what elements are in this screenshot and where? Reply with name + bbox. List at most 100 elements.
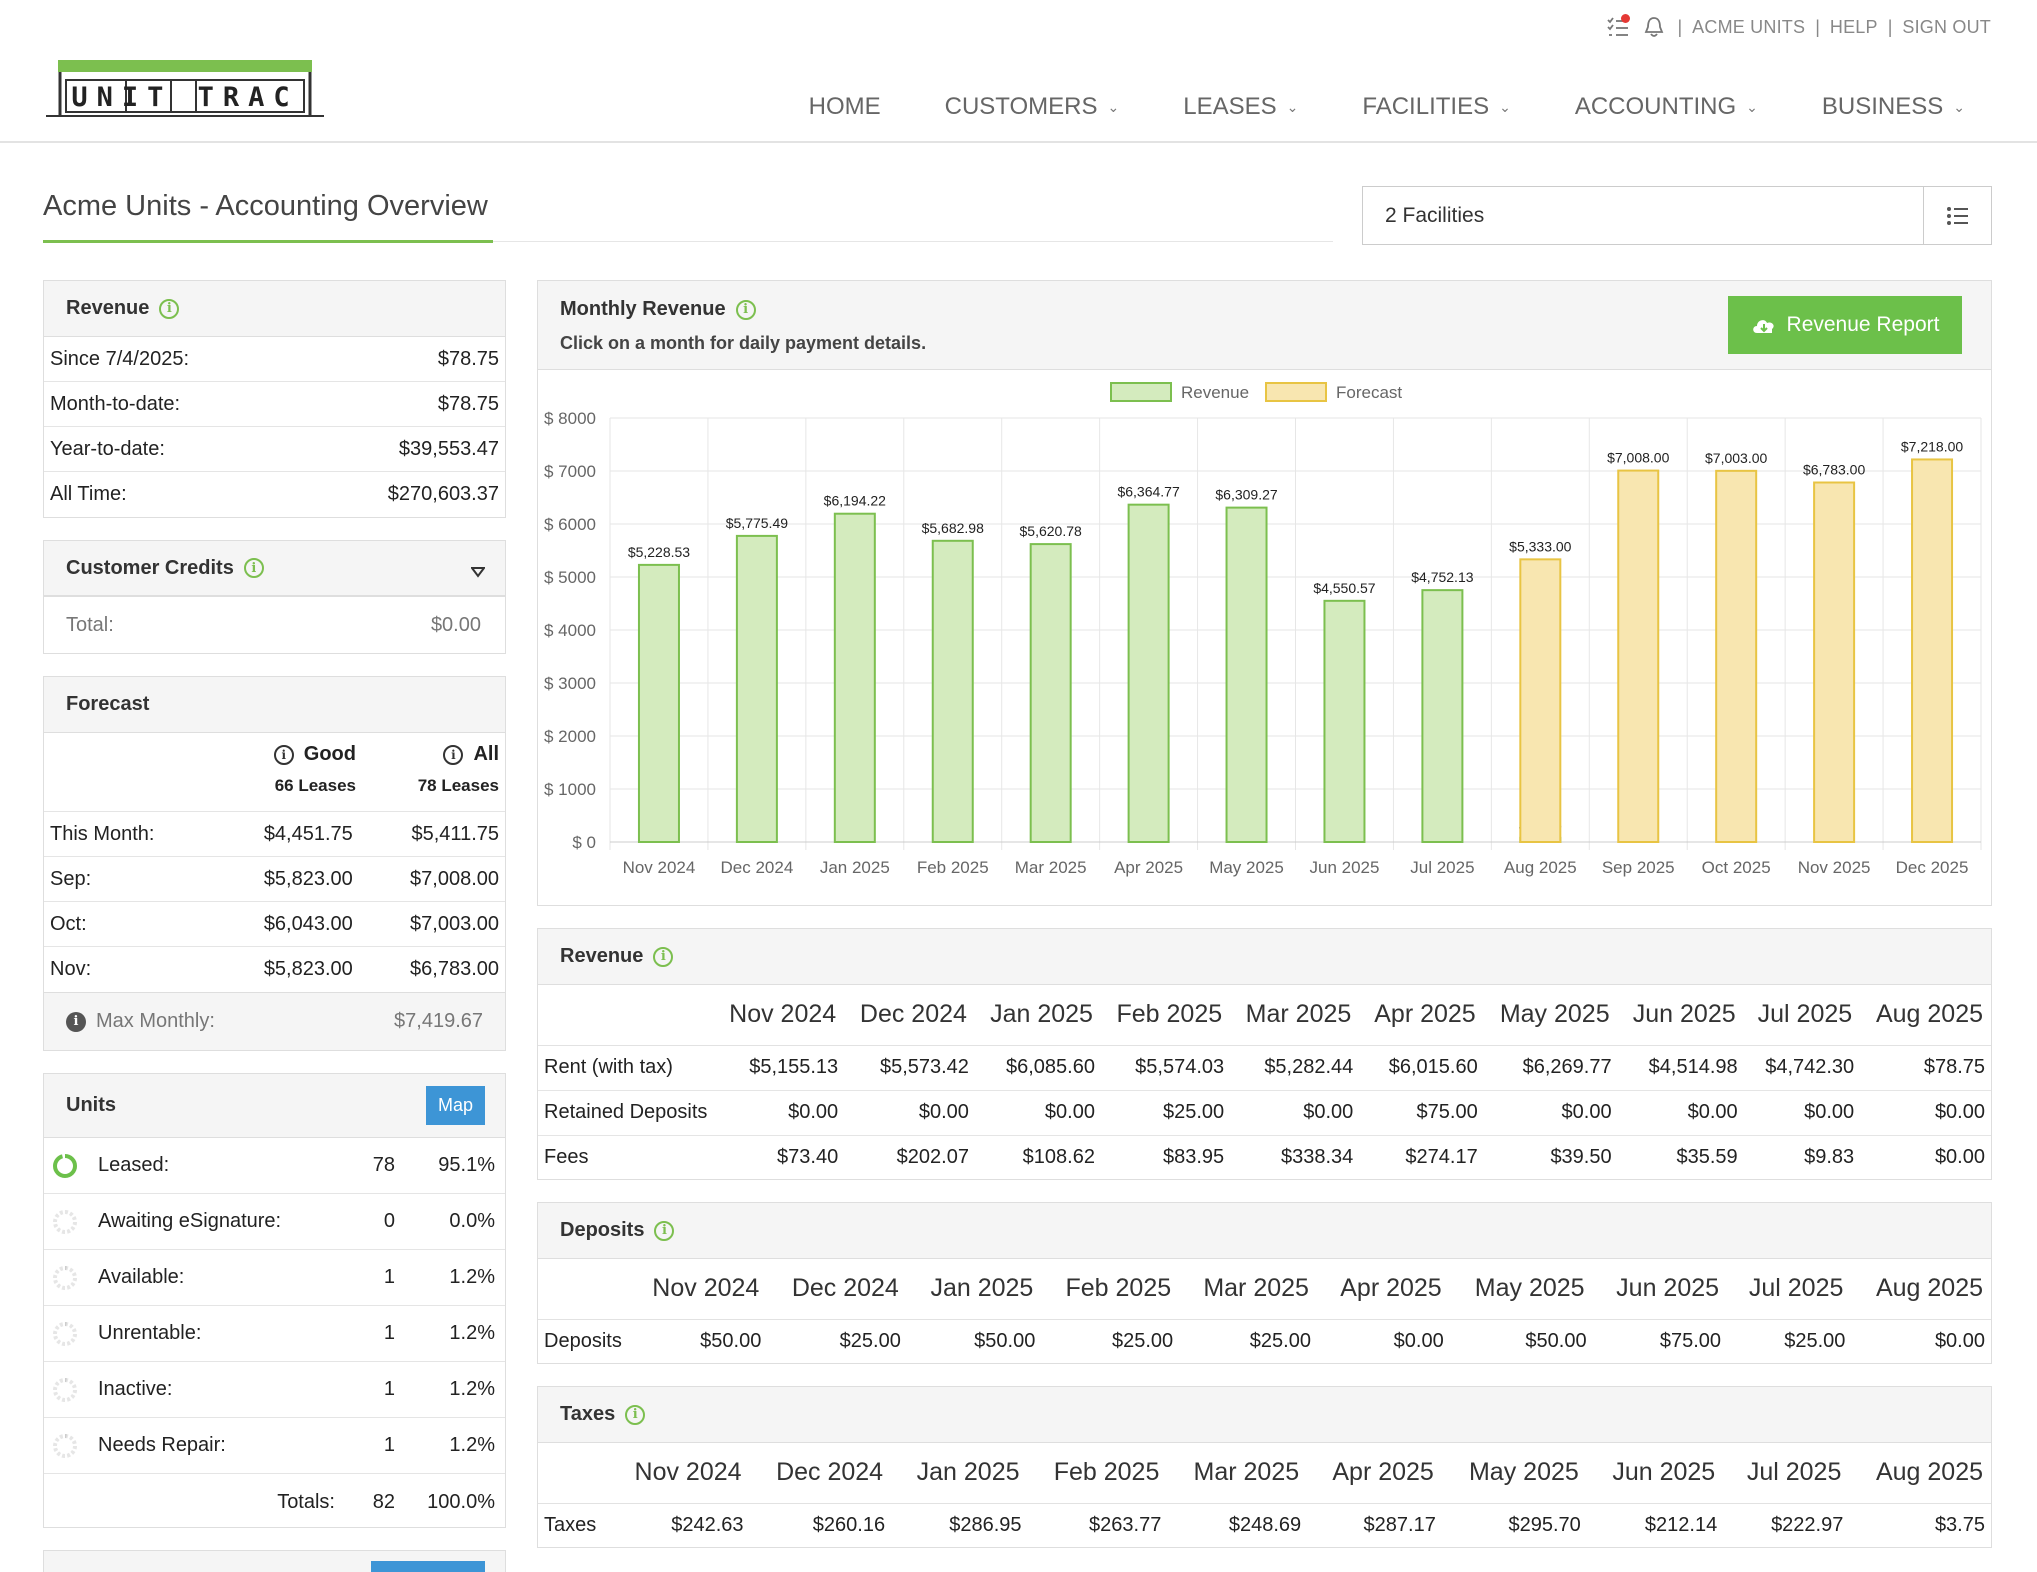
bar-revenue [1127,503,1170,844]
table-cell: $202.07 [896,1146,969,1169]
month-header: Dec 2024 [844,985,975,1046]
customer-credits-panel: Customer Credits i Total: $0.00 [43,540,506,654]
unit-percent: 1.2% [449,1322,495,1344]
panel-title: Deposits [560,1219,645,1241]
nav-facilities[interactable]: FACILITIES ⌄ [1362,93,1510,121]
all-value: $6,783.00 [358,946,505,992]
row-value: $270,603.37 [387,483,499,505]
month-header: Nov 2024 [627,1259,768,1320]
table-cell: $50.00 [700,1330,762,1353]
table-row[interactable]: Deposits $50.00 $25.00 $50.00 $25.00 $25.00 $0… [538,1319,1991,1364]
table-cell: $78.75 [1860,1045,1991,1091]
info-icon[interactable]: i [443,744,464,765]
row-value: $39,553.47 [398,437,499,460]
table-cell: $212.14 [1644,1514,1718,1537]
table-row[interactable]: Rent (with tax) $5,155.13 $5,573.42 $6,085.… [538,1045,1991,1091]
title-divider [493,241,1333,242]
panel-action-button[interactable] [371,1561,485,1572]
bar-value-label: $5,620.78 [1020,523,1082,539]
nav-home[interactable]: HOME [809,93,881,121]
revenue-report-label: Revenue Report [1786,313,1940,336]
units-row[interactable]: Inactive: 1 1.2% [44,1362,505,1418]
unittrac-logo[interactable]: UNIT TRAC [44,58,326,120]
col-good-label: Good [303,743,356,765]
month-header: Jan 2025 [891,1443,1028,1504]
list-icon[interactable] [1923,187,1991,244]
table-cell: $0.00 [1743,1090,1861,1136]
table-cell: $25.00 [1100,1090,1231,1136]
ring-progress-icon [53,1265,77,1290]
revenue-row: Month-to-date: $78.75 [44,382,505,427]
acme-units-link[interactable]: ACME UNITS [1692,16,1806,37]
legend-label: Forecast [1336,383,1402,402]
row-label: Since 7/4/2025: [50,347,189,370]
credits-total-row: Total: $0.00 [44,597,505,653]
month-header: Aug 2025 [1851,1259,1991,1320]
monthly-revenue-chart[interactable]: Revenue Forecast $ 0 $ 1000 $ 2000 $ 3000 $ 40… [538,370,1991,904]
row-label: All Time: [50,483,127,505]
forecast-row: Oct: $6,043.00 $7,003.00 [44,901,505,947]
table-cell: $260.16 [812,1514,886,1537]
revenue-report-button[interactable]: Revenue Report [1728,296,1962,354]
nav-customers[interactable]: CUSTOMERS ⌄ [945,93,1120,121]
map-button[interactable]: Map [425,1086,485,1125]
all-value: $7,003.00 [358,901,505,947]
month-header: Apr 2025 [1307,1443,1442,1504]
revenue-table-panel: Revenue i Nov 2024 Dec 2024 Jan 2025 Feb 20… [537,928,1992,1180]
month-header: Mar 2025 [1179,1259,1317,1320]
panel-header: Revenue i [538,929,1991,985]
help-link[interactable]: HELP [1829,16,1878,37]
units-totals-row: Totals: 82 100.0% [44,1474,505,1530]
y-tick-label: $ 0 [572,833,596,852]
month-header: Aug 2025 [1860,985,1991,1046]
info-icon[interactable]: i [159,298,180,319]
table-row[interactable]: Retained Deposits $0.00 $0.00 $0.00 $25.00 $0… [538,1090,1991,1136]
info-icon[interactable]: i [243,558,264,578]
panel-title: Units [66,1094,116,1116]
info-icon[interactable]: i [625,1404,646,1425]
panel-title: Revenue [66,297,150,319]
table-cell: $108.62 [1022,1146,1095,1169]
table-cell: $0.00 [1934,1146,1985,1169]
table-row[interactable]: Taxes $242.63 $260.16 $286.95 $263.77 $248.69… [538,1503,1991,1548]
bell-icon[interactable] [1641,14,1667,40]
table-cell: $4,742.30 [1743,1045,1861,1091]
revenue-row: Since 7/4/2025: $78.75 [44,337,505,382]
sign-out-link[interactable]: SIGN OUT [1902,16,1991,37]
bar-value-label: $7,218.00 [1901,438,1963,454]
link-separator: | [1677,16,1683,37]
month-header: Jul 2025 [1727,1259,1852,1320]
info-icon[interactable]: i [66,1011,86,1032]
x-tick-label: Aug 2025 [1504,858,1577,877]
chevron-down-icon: ⌄ [1746,98,1758,115]
ring-progress-icon [53,1377,77,1402]
unit-status-label: Inactive: [98,1378,173,1400]
bar-value-label: $4,752.13 [1411,569,1473,585]
info-icon[interactable]: i [653,946,674,967]
main-nav: HOME CUSTOMERS ⌄ LEASES ⌄ FACILITIES ⌄ ACCO… [809,93,1965,121]
facility-selector[interactable]: 2 Facilities [1362,186,1992,245]
table-cell: $5,282.44 [1230,1045,1360,1091]
bar-forecast [1715,469,1758,843]
nav-leases[interactable]: LEASES ⌄ [1183,93,1298,121]
panel-header[interactable]: Customer Credits i [44,541,505,597]
table-cell: $50.00 [1525,1330,1587,1353]
units-row[interactable]: Needs Repair: 1 1.2% [44,1418,505,1474]
units-row[interactable]: Available: 1 1.2% [44,1250,505,1306]
units-row[interactable]: Leased: 78 95.1% [44,1138,505,1194]
nav-business[interactable]: BUSINESS ⌄ [1822,93,1965,121]
table-row[interactable]: Fees $73.40 $202.07 $108.62 $83.95 $338.34 $27… [538,1135,1991,1180]
info-icon[interactable]: i [654,1220,675,1241]
units-row[interactable]: Awaiting eSignature: 0 0.0% [44,1194,505,1250]
task-list-icon[interactable] [1605,14,1631,40]
good-value: $4,451.75 [212,811,359,857]
units-row[interactable]: Unrentable: 1 1.2% [44,1306,505,1362]
caret-down-icon[interactable] [470,561,486,584]
info-icon[interactable]: i [273,744,294,765]
x-tick-label: Jan 2025 [820,858,890,877]
ring-progress-icon [53,1209,77,1234]
info-icon[interactable]: i [735,299,756,320]
panel-subtitle: Click on a month for daily payment detai… [560,333,927,353]
month-header: Feb 2025 [1027,1443,1168,1504]
nav-accounting[interactable]: ACCOUNTING ⌄ [1575,93,1758,121]
